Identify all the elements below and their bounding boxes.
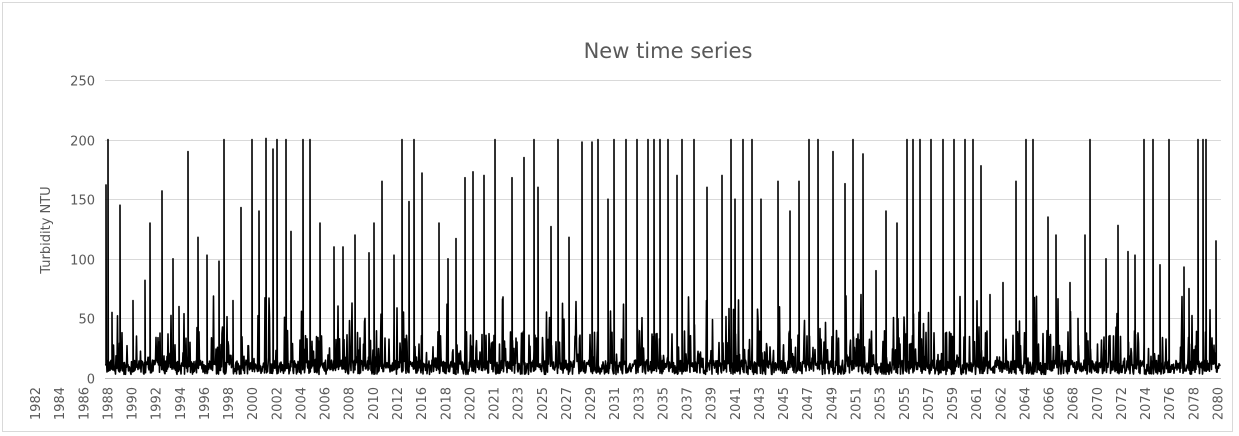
x-tick-label: 2076 <box>1163 387 1178 420</box>
x-tick-label: 2059 <box>946 387 961 420</box>
x-tick-label: 2031 <box>608 387 623 420</box>
x-tick-label: 2002 <box>270 387 285 420</box>
chart-area: New time series Turbidity NTU 0 50 100 150 2… <box>2 2 1233 432</box>
x-tick-label: 2074 <box>1139 387 1154 420</box>
x-tick-label: 2039 <box>705 387 720 420</box>
x-tick-label: 1988 <box>101 387 116 420</box>
x-tick-label: 1992 <box>150 387 165 420</box>
x-tick-label: 2080 <box>1212 387 1227 420</box>
x-tick-label: 2057 <box>922 387 937 420</box>
x-tick-label: 2016 <box>415 387 430 420</box>
x-tick-label: 2035 <box>656 387 671 420</box>
x-tick-label: 1986 <box>77 387 92 420</box>
x-axis-ticks: 1982 1984 1986 1988 1990 1992 1994 1996 1998 2000… <box>29 387 1227 420</box>
x-tick-label: 2051 <box>850 387 865 420</box>
x-tick-label: 2012 <box>391 387 406 420</box>
y-axis-ticks: 0 50 100 150 200 250 <box>70 75 95 388</box>
x-tick-label: 2045 <box>777 387 792 420</box>
y-tick-label: 150 <box>70 194 95 209</box>
y-tick-label: 200 <box>70 135 95 150</box>
x-tick-label: 2037 <box>681 387 696 420</box>
x-tick-label: 2018 <box>439 387 454 420</box>
x-tick-label: 2066 <box>1043 387 1058 420</box>
x-tick-label: 2000 <box>246 387 261 420</box>
x-tick-label: 2008 <box>343 387 358 420</box>
x-tick-label: 2053 <box>874 387 889 420</box>
line-chart: New time series Turbidity NTU 0 50 100 150 2… <box>29 39 1227 420</box>
x-tick-label: 2027 <box>560 387 575 420</box>
x-tick-label: 1990 <box>126 387 141 420</box>
x-tick-label: 2064 <box>1018 387 1033 420</box>
x-tick-label: 2068 <box>1067 387 1082 420</box>
y-tick-label: 250 <box>70 75 95 90</box>
turbidity-series-line <box>104 137 1221 376</box>
x-tick-label: 2029 <box>584 387 599 420</box>
x-tick-label: 2047 <box>801 387 816 420</box>
x-tick-label: 2062 <box>994 387 1009 420</box>
x-tick-label: 2004 <box>295 387 310 420</box>
x-tick-label: 1994 <box>174 387 189 420</box>
x-tick-label: 2070 <box>1091 387 1106 420</box>
x-tick-label: 1998 <box>222 387 237 420</box>
series-layer <box>104 137 1221 376</box>
x-tick-label: 2033 <box>632 387 647 420</box>
y-axis-title: Turbidity NTU <box>39 186 54 274</box>
x-tick-label: 2023 <box>512 387 527 420</box>
x-tick-label: 1996 <box>198 387 213 420</box>
x-tick-label: 2041 <box>729 387 744 420</box>
y-tick-label: 0 <box>87 373 95 388</box>
chart-title: New time series <box>584 39 753 63</box>
x-tick-label: 2043 <box>753 387 768 420</box>
x-tick-label: 2061 <box>970 387 985 420</box>
y-tick-label: 100 <box>70 254 95 269</box>
x-tick-label: 2055 <box>898 387 913 420</box>
x-tick-label: 2006 <box>319 387 334 420</box>
x-tick-label: 2021 <box>488 387 503 420</box>
x-tick-label: 2072 <box>1115 387 1130 420</box>
x-tick-label: 2078 <box>1187 387 1202 420</box>
x-tick-label: 2010 <box>367 387 382 420</box>
x-tick-label: 1982 <box>29 387 44 420</box>
x-tick-label: 1984 <box>53 387 68 420</box>
y-tick-label: 50 <box>78 313 95 328</box>
x-tick-label: 2025 <box>536 387 551 420</box>
x-tick-label: 2049 <box>825 387 840 420</box>
x-tick-label: 2020 <box>463 387 478 420</box>
